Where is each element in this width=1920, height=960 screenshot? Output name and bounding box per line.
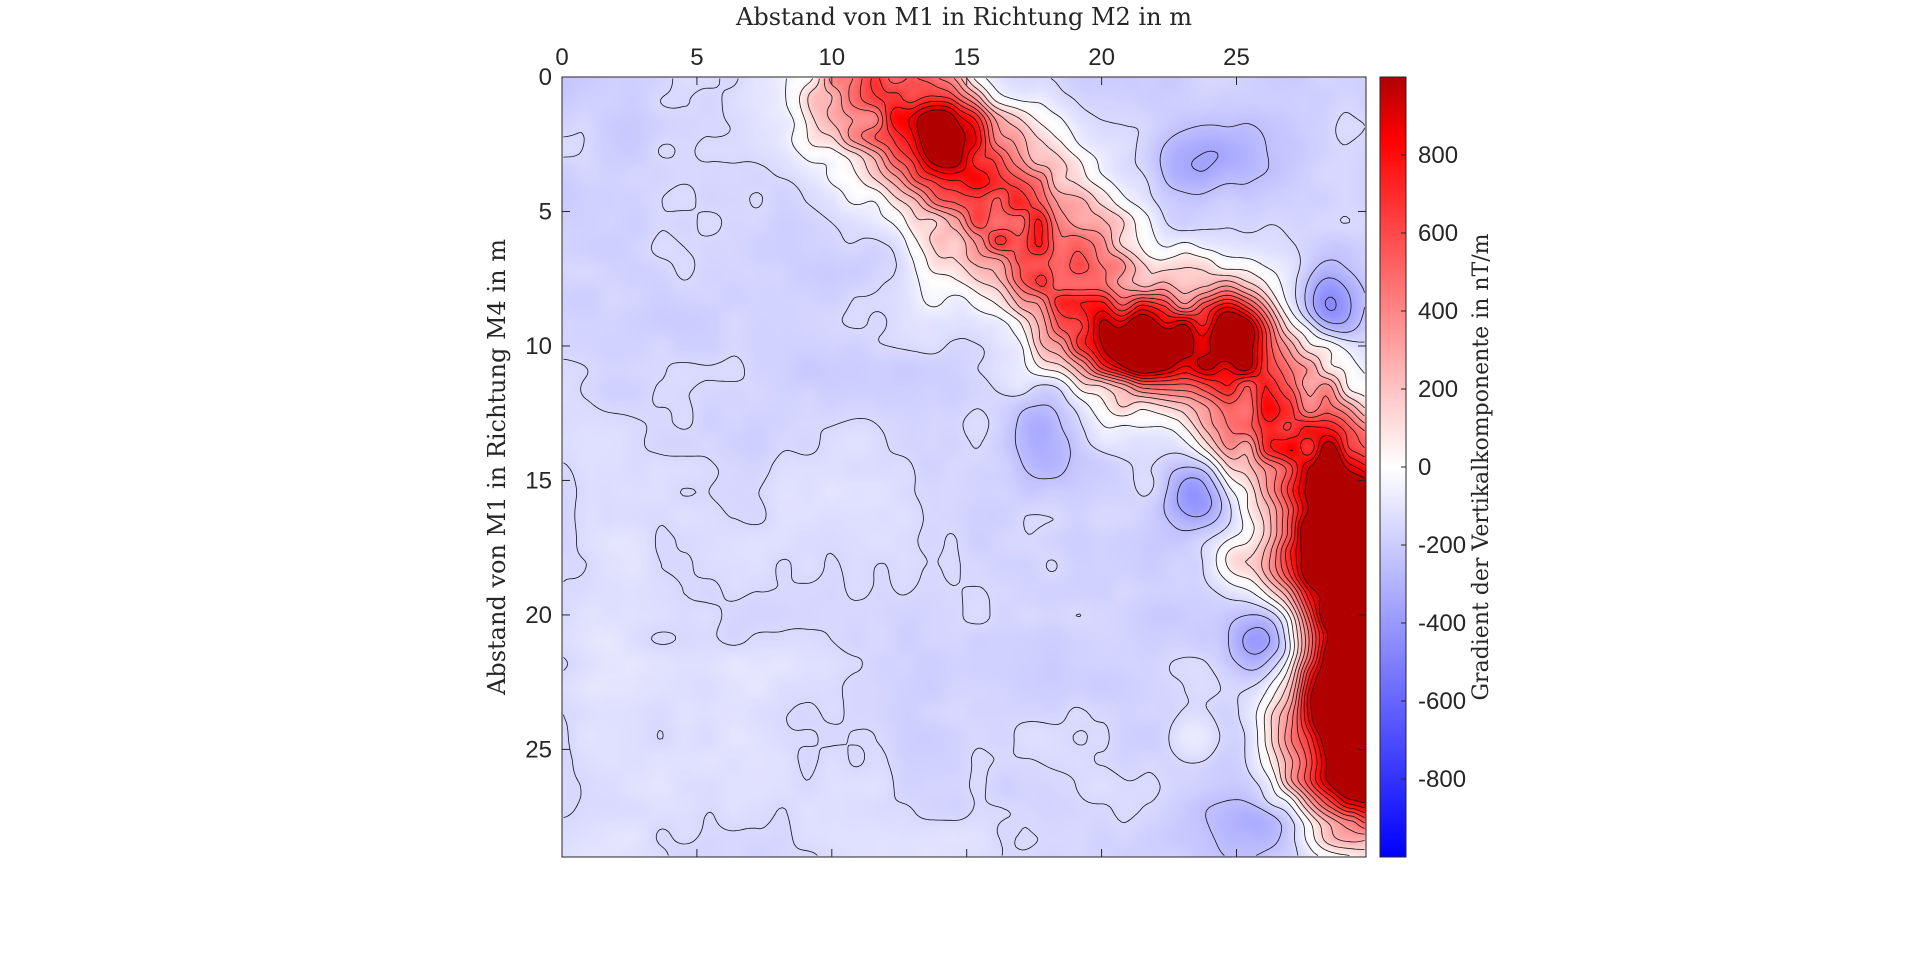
plot-frame bbox=[561, 76, 1367, 858]
contour-line bbox=[916, 109, 1365, 804]
colorbar-tick-label: -600 bbox=[1418, 688, 1466, 715]
y-tick-label: 25 bbox=[525, 736, 552, 763]
colorbar-tick-label: 0 bbox=[1418, 454, 1431, 481]
y-tick-label: 10 bbox=[525, 333, 552, 360]
colorbar-tick-label: -200 bbox=[1418, 532, 1466, 559]
contour-line bbox=[1324, 296, 1337, 311]
colorbar: -800 -600 -400 -200 0 200 400 600 800 Gradient d… bbox=[1379, 76, 1494, 858]
contour-line bbox=[807, 78, 1365, 850]
contour-line bbox=[908, 105, 1365, 809]
y-tick-label: 0 bbox=[539, 64, 552, 91]
colorbar-ticks: -800 -600 -400 -200 0 200 400 600 800 bbox=[1401, 142, 1466, 793]
contour-line bbox=[785, 78, 1365, 856]
contour-lines bbox=[563, 78, 1365, 856]
heatmap-field bbox=[562, 77, 1366, 857]
x-tick-label: 10 bbox=[818, 44, 845, 71]
x-axis-title: Abstand von M1 in Richtung M2 in m bbox=[735, 3, 1192, 31]
colorbar-tick-label: 800 bbox=[1418, 142, 1458, 169]
x-tick-label: 0 bbox=[555, 44, 568, 71]
y-tick-label: 15 bbox=[525, 467, 552, 494]
contour-line bbox=[829, 78, 1365, 835]
colorbar-tick-label: 600 bbox=[1418, 220, 1458, 247]
contour-line bbox=[1014, 123, 1365, 856]
x-tick-label: 5 bbox=[690, 44, 703, 71]
contour-line bbox=[823, 78, 1365, 843]
plot-area bbox=[561, 76, 1367, 858]
x-tick-label: 25 bbox=[1223, 44, 1250, 71]
x-tick-label: 20 bbox=[1088, 44, 1115, 71]
y-axis-title: Abstand von M1 in Richtung M4 in m bbox=[483, 239, 511, 696]
x-axis: 0 5 10 15 20 25 bbox=[555, 44, 1250, 857]
x-tick-label: 15 bbox=[953, 44, 980, 71]
y-axis: 0 5 10 15 20 25 bbox=[525, 64, 1366, 763]
colorbar-tick-label: -800 bbox=[1418, 766, 1466, 793]
contour-line bbox=[563, 78, 1365, 856]
contour-line bbox=[848, 78, 1365, 829]
colorbar-tick-label: 400 bbox=[1418, 298, 1458, 325]
contour-line bbox=[799, 78, 1365, 856]
contour-line bbox=[890, 101, 1365, 813]
colorbar-tick-label: 200 bbox=[1418, 376, 1458, 403]
contour-line bbox=[870, 78, 1365, 818]
colorbar-title: Gradient der Vertikalkomponente in nT/m bbox=[1469, 233, 1494, 700]
y-tick-label: 5 bbox=[539, 198, 552, 225]
contour-line bbox=[859, 78, 1365, 824]
colorbar-tick-label: -400 bbox=[1418, 610, 1466, 637]
contour-line bbox=[1176, 150, 1352, 655]
y-tick-label: 20 bbox=[525, 602, 552, 629]
